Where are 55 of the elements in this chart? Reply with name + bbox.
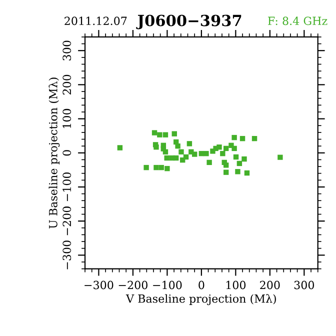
point [244, 170, 250, 176]
point [160, 146, 166, 152]
chart-title: J0600−3937 [136, 14, 242, 30]
point [154, 164, 159, 170]
y-axis-title: U Baseline projection (Mλ) [48, 78, 60, 228]
x-tick-label: −300 [84, 280, 114, 290]
point [198, 150, 204, 156]
point [164, 155, 170, 161]
y-tick-label: 300 [62, 40, 72, 60]
point [204, 150, 209, 156]
point [240, 136, 246, 142]
point [117, 145, 123, 150]
point [213, 146, 218, 152]
point [188, 149, 194, 154]
point [236, 160, 242, 166]
point [223, 162, 229, 168]
x-tick-label: 300 [294, 280, 314, 290]
point [233, 154, 239, 160]
point [164, 166, 170, 172]
x-tick-label: 0 [198, 280, 204, 290]
text: F: 8.4 GHz [268, 16, 328, 26]
point [175, 143, 180, 149]
point [235, 169, 240, 174]
point [223, 170, 229, 175]
point [220, 150, 226, 156]
point [158, 164, 164, 170]
point [162, 132, 168, 138]
point [223, 146, 229, 152]
y-tick-label: 0 [62, 150, 72, 156]
point [152, 130, 158, 136]
x-tick-label: 200 [260, 280, 280, 290]
point [144, 164, 149, 170]
text: 2011.12.07 [64, 16, 127, 26]
point [232, 134, 237, 140]
y-tick-label: −100 [62, 172, 72, 202]
x-tick-label: 100 [226, 280, 246, 290]
y-tick-label: −300 [62, 240, 72, 270]
point [157, 132, 162, 138]
point [252, 136, 258, 142]
x-tick-label: −100 [153, 280, 182, 290]
point [169, 155, 175, 161]
point [206, 160, 212, 166]
y-tick-label: −200 [62, 206, 72, 236]
point [186, 141, 192, 146]
point [278, 154, 283, 160]
x-tick-label: −200 [118, 280, 148, 290]
y-tick-label: 200 [62, 74, 72, 95]
point [172, 131, 177, 136]
point [242, 156, 247, 162]
point [180, 157, 186, 163]
point [178, 149, 184, 154]
x-axis-title: V Baseline projection (Mλ) [126, 294, 276, 306]
y-tick-label: 100 [62, 108, 72, 128]
point [152, 142, 158, 148]
point [228, 142, 234, 148]
